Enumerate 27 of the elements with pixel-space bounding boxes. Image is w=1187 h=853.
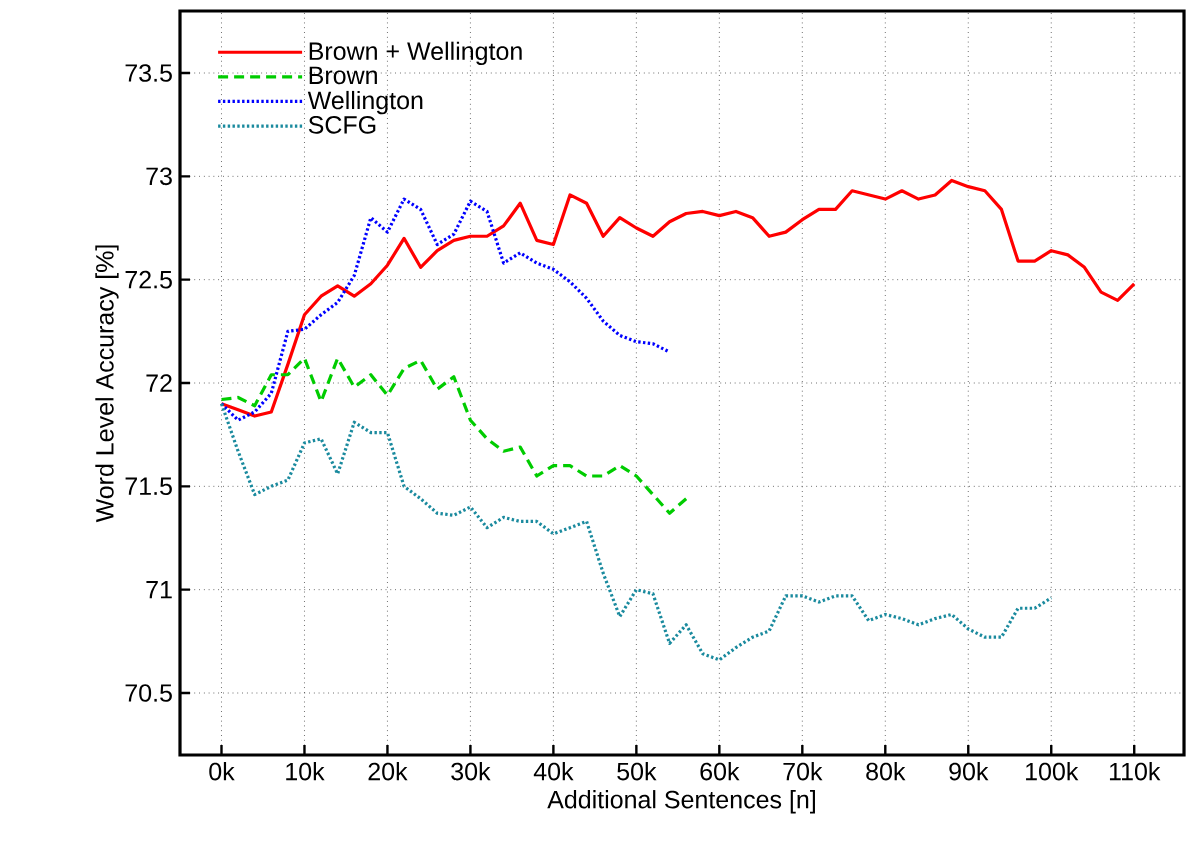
line-series: [219, 402, 1053, 662]
legend-label: SCFG: [308, 115, 376, 134]
x-tick-label: 70k: [783, 762, 823, 781]
x-tick-label: 110k: [1109, 762, 1161, 781]
x-tick-label: 20k: [368, 762, 408, 781]
x-tick-label: 30k: [451, 762, 491, 781]
line-series: [219, 356, 688, 515]
y-tick-label: 73.5: [125, 64, 172, 82]
x-tick-label: 100k: [1026, 762, 1079, 781]
x-tick-label: 0k: [209, 762, 235, 781]
y-tick-label: 72: [146, 374, 172, 392]
y-tick-label: 72.5: [125, 270, 172, 289]
x-tick-label: 90k: [949, 762, 989, 781]
x-tick-label: 40k: [533, 762, 574, 781]
y-axis-title: Word Level Accuracy [%]: [95, 245, 119, 523]
y-tick-label: 71: [146, 581, 172, 599]
legend-label: Brown: [309, 66, 377, 85]
y-tick-label: 71.5: [125, 477, 172, 496]
legend-label: Brown + Wellington: [309, 41, 522, 65]
x-tick-label: 80k: [866, 762, 906, 781]
x-tick-label: 60k: [700, 762, 740, 781]
legend-label: Wellington: [307, 90, 423, 115]
y-tick-label: 70.5: [125, 684, 172, 702]
x-tick-label: 50k: [617, 762, 657, 781]
x-axis-title: Additional Sentences [n]: [547, 790, 815, 814]
y-tick-label: 73: [146, 167, 172, 186]
x-tick-label: 10k: [286, 762, 325, 781]
